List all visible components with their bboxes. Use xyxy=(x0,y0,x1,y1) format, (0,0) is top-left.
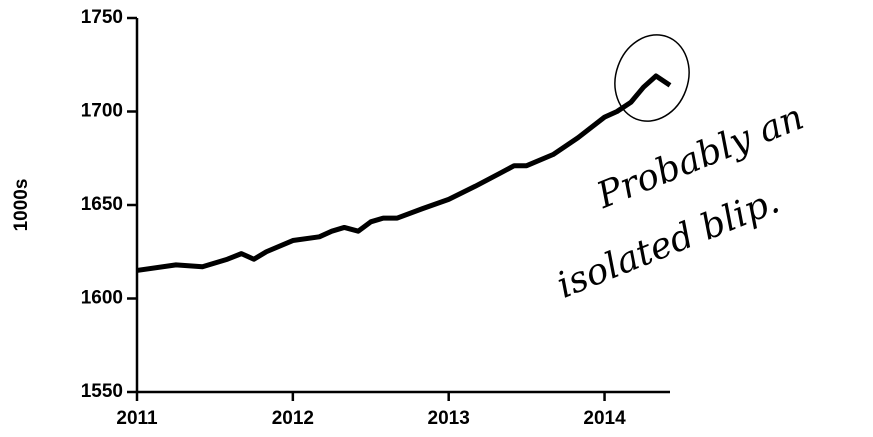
annotation: isolated blip. xyxy=(551,180,785,306)
x-tick-label: 2011 xyxy=(116,408,158,429)
x-tick-label: 2012 xyxy=(272,408,314,429)
y-tick-label: 1650 xyxy=(81,194,123,215)
y-tick-label: 1700 xyxy=(81,101,123,122)
line xyxy=(136,73,672,273)
x-tick-label: 2014 xyxy=(583,408,626,429)
y-axis-label: 1000s xyxy=(11,179,32,232)
y-tick-label: 1750 xyxy=(81,7,123,28)
highlight-circle xyxy=(614,34,690,122)
y-tick-label: 1600 xyxy=(81,288,123,309)
x-tick-label: 2013 xyxy=(428,408,470,429)
y-tick-label: 1550 xyxy=(81,381,123,402)
